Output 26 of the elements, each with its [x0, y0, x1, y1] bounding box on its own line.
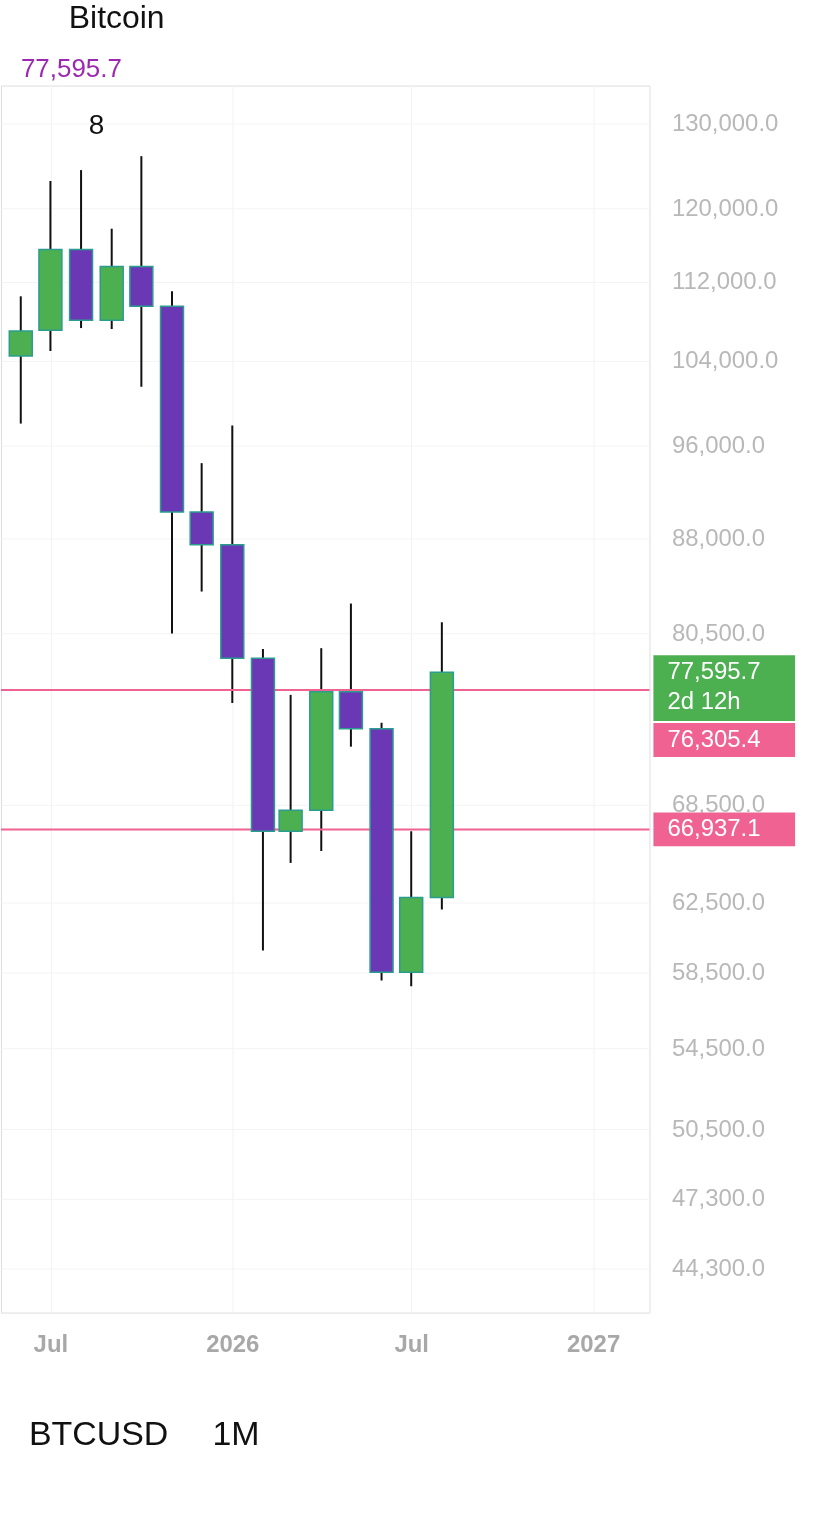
x-tick-label: Jul [394, 1329, 430, 1357]
text: 77,595.7 [667, 657, 761, 685]
y-tick-label: 120,000.0 [671, 193, 779, 221]
x-tick-label: Jul [33, 1329, 69, 1357]
text: 1M [212, 1414, 260, 1453]
y-tick-label: 47,300.0 [671, 1184, 766, 1212]
text: 2d 12h [667, 687, 741, 715]
y-tick-label: 50,500.0 [671, 1114, 766, 1142]
y-tick-label: 54,500.0 [671, 1033, 766, 1061]
chart-title: Bitcoin [68, 0, 165, 35]
annotation: 8 [88, 109, 105, 141]
y-tick-label: 130,000.0 [671, 108, 779, 136]
y-tick-label: 88,000.0 [671, 523, 766, 551]
candlestick [278, 693, 303, 864]
y-tick-label: 62,500.0 [671, 887, 766, 915]
x-tick-label: 2026 [206, 1329, 260, 1357]
y-tick-label: 44,300.0 [671, 1253, 766, 1281]
x-tick-label: 2027 [566, 1329, 621, 1357]
y-tick-label: 104,000.0 [671, 346, 779, 374]
y-tick-label: 58,500.0 [671, 958, 766, 986]
y-tick-label: 112,000.0 [671, 267, 777, 295]
text: BTCUSD [28, 1414, 169, 1453]
text: 77,595.7 [20, 53, 122, 82]
y-tick-label: 96,000.0 [671, 431, 766, 459]
ref-line-label: 76,305.4 [667, 724, 761, 752]
y-tick-label: 80,500.0 [671, 618, 766, 646]
